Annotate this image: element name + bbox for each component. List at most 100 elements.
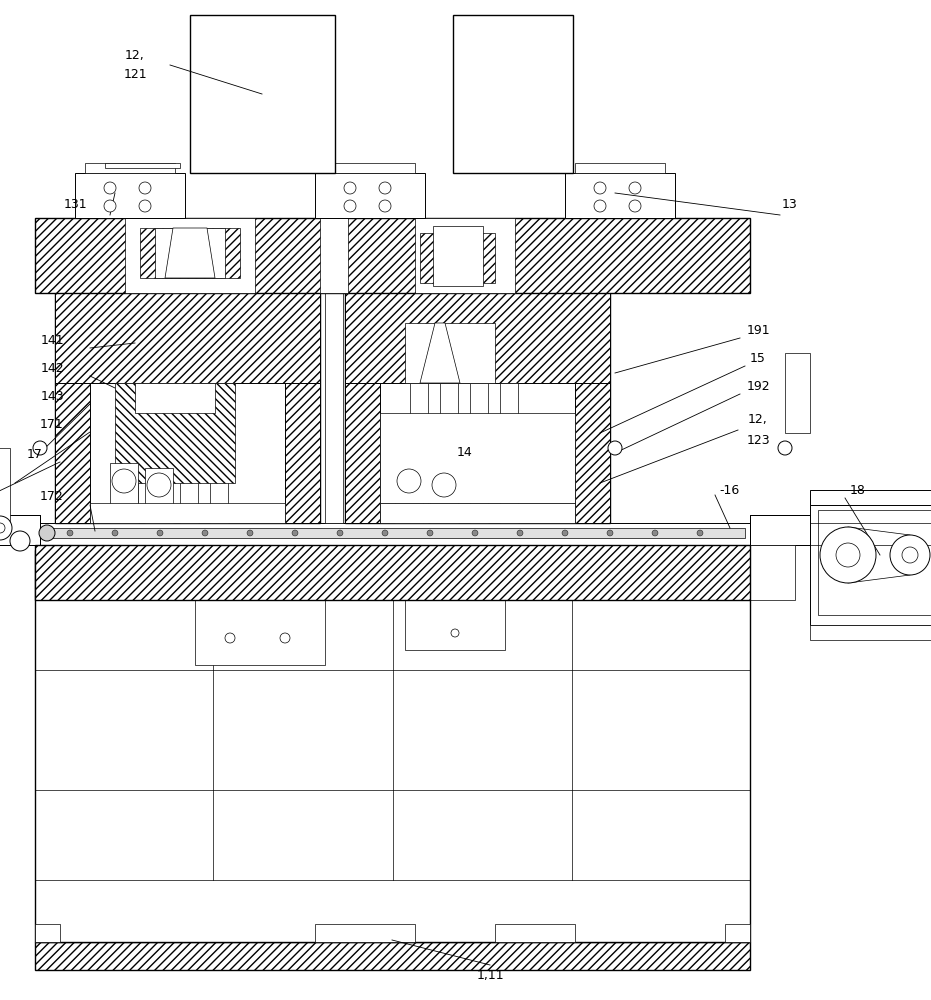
- Bar: [345, 293, 610, 523]
- Text: 121: 121: [123, 68, 147, 82]
- Circle shape: [139, 182, 151, 194]
- Circle shape: [112, 469, 136, 493]
- Bar: [35, 550, 63, 578]
- Bar: [470, 383, 488, 523]
- Text: 192: 192: [746, 379, 770, 392]
- Text: 17: 17: [27, 448, 43, 462]
- Text: 143: 143: [40, 389, 64, 402]
- Bar: [395, 508, 423, 523]
- Polygon shape: [420, 323, 460, 383]
- Bar: [285, 383, 320, 523]
- Bar: [145, 468, 173, 508]
- Bar: [55, 383, 90, 523]
- Bar: [430, 508, 458, 523]
- Bar: [315, 173, 425, 218]
- Bar: [0, 515, 40, 545]
- Bar: [575, 383, 610, 523]
- Text: 15: 15: [750, 352, 766, 364]
- Circle shape: [890, 535, 930, 575]
- Text: 142: 142: [40, 361, 64, 374]
- Bar: [430, 468, 458, 508]
- Bar: [30, 523, 755, 545]
- Circle shape: [0, 523, 5, 533]
- Text: 131: 131: [63, 198, 87, 212]
- Bar: [75, 173, 185, 218]
- Wedge shape: [374, 938, 410, 956]
- Bar: [750, 545, 795, 600]
- Bar: [345, 383, 380, 523]
- Circle shape: [607, 530, 613, 536]
- Text: 13: 13: [782, 198, 798, 212]
- Bar: [105, 163, 180, 168]
- Bar: [380, 413, 575, 503]
- Bar: [495, 924, 575, 942]
- Circle shape: [836, 543, 860, 567]
- Bar: [0, 448, 10, 528]
- Bar: [453, 15, 573, 173]
- Bar: [90, 503, 285, 523]
- Text: 171: 171: [40, 418, 64, 430]
- Bar: [140, 228, 240, 278]
- Bar: [85, 163, 175, 173]
- Bar: [55, 293, 320, 383]
- Circle shape: [344, 200, 356, 212]
- Bar: [818, 510, 931, 615]
- Bar: [722, 550, 750, 578]
- Bar: [405, 600, 505, 650]
- Bar: [110, 508, 138, 523]
- Bar: [135, 383, 215, 413]
- Text: 12,: 12,: [749, 414, 768, 426]
- Circle shape: [39, 525, 55, 541]
- Bar: [785, 353, 810, 433]
- Bar: [750, 515, 810, 545]
- Bar: [35, 545, 750, 600]
- Text: 123: 123: [746, 434, 770, 446]
- Circle shape: [104, 182, 116, 194]
- Bar: [125, 218, 255, 293]
- Circle shape: [451, 629, 459, 637]
- Polygon shape: [165, 228, 215, 278]
- Circle shape: [397, 469, 421, 493]
- Bar: [110, 463, 138, 508]
- Circle shape: [472, 530, 478, 536]
- Circle shape: [104, 200, 116, 212]
- Circle shape: [652, 530, 658, 536]
- Circle shape: [344, 182, 356, 194]
- Circle shape: [147, 473, 171, 497]
- Bar: [575, 163, 665, 173]
- Circle shape: [629, 182, 641, 194]
- Circle shape: [157, 530, 163, 536]
- Bar: [810, 505, 931, 625]
- Text: 14: 14: [457, 446, 473, 460]
- Circle shape: [432, 473, 456, 497]
- Circle shape: [379, 182, 391, 194]
- Bar: [440, 383, 458, 523]
- Bar: [395, 463, 423, 508]
- Bar: [325, 163, 415, 173]
- Circle shape: [139, 200, 151, 212]
- Bar: [35, 942, 750, 970]
- Text: 172: 172: [40, 490, 64, 504]
- Text: 191: 191: [746, 324, 770, 336]
- Bar: [405, 323, 495, 383]
- Bar: [810, 625, 931, 640]
- Circle shape: [697, 530, 703, 536]
- Circle shape: [820, 527, 876, 583]
- Circle shape: [902, 547, 918, 563]
- Circle shape: [629, 200, 641, 212]
- Circle shape: [379, 200, 391, 212]
- Circle shape: [778, 441, 792, 455]
- Circle shape: [594, 182, 606, 194]
- Circle shape: [382, 530, 388, 536]
- Bar: [433, 226, 483, 286]
- Bar: [190, 15, 335, 173]
- Circle shape: [292, 530, 298, 536]
- Circle shape: [0, 516, 12, 540]
- Bar: [210, 383, 228, 523]
- Bar: [195, 600, 325, 665]
- Bar: [320, 218, 348, 293]
- Text: 141: 141: [40, 334, 64, 347]
- Bar: [180, 383, 198, 523]
- Bar: [155, 228, 225, 278]
- Circle shape: [33, 441, 47, 455]
